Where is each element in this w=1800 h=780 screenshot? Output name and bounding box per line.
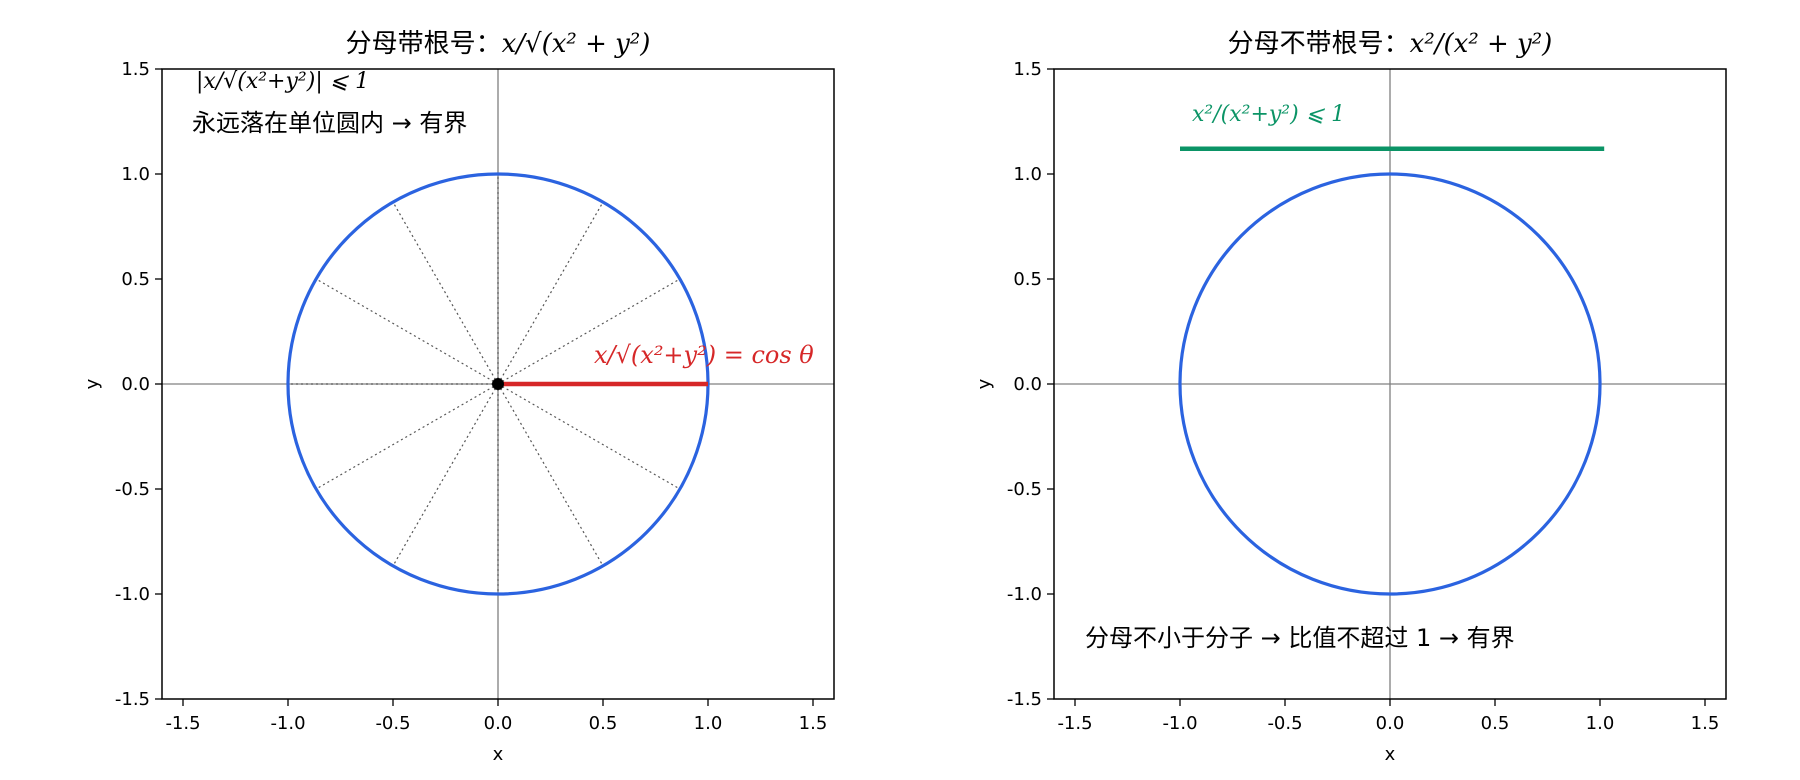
left-bound-text: 永远落在单位圆内 → 有界 (192, 109, 467, 137)
panel-right: 分母不带根号：x²/(x² + y²) x²/(x²+y²) ⩽ 1 分母不小于… (974, 29, 1727, 765)
right-ytick-label: 0.0 (1013, 374, 1042, 395)
left-ytick-label: -1.5 (115, 689, 150, 710)
left-xtick-label: 0.5 (589, 713, 618, 734)
left-xtick-label: -0.5 (375, 713, 410, 734)
right-ytick-label: -1.5 (1007, 689, 1042, 710)
left-xtick-label: 1.5 (799, 713, 828, 734)
left-xtick-label: -1.0 (270, 713, 305, 734)
left-spoke-150 (315, 278, 499, 385)
right-ylabel: y (974, 378, 995, 389)
right-ytick-label: -0.5 (1007, 479, 1042, 500)
left-ytick-label: 0.0 (121, 374, 150, 395)
left-xlabel: x (493, 744, 504, 765)
left-spoke-240 (392, 383, 499, 567)
left-ytick-label: 0.5 (121, 269, 150, 290)
left-ytick-label: 1.0 (121, 164, 150, 185)
left-xtick-label: 0.0 (484, 713, 513, 734)
right-bound-text: 分母不小于分子 → 比值不超过 1 → 有界 (1085, 624, 1515, 652)
right-ytick-label: -1.0 (1007, 584, 1042, 605)
right-xtick-label: 0.5 (1481, 713, 1510, 734)
right-ytick-label: 0.5 (1013, 269, 1042, 290)
left-xtick-label: -1.5 (165, 713, 200, 734)
left-ytick-label: -1.0 (115, 584, 150, 605)
left-spoke-30 (497, 278, 681, 385)
left-xtick-label: 1.0 (694, 713, 723, 734)
left-spoke-330 (497, 383, 681, 490)
left-spoke-60 (497, 201, 604, 385)
panel-left: 分母带根号：x/√(x² + y²) |x/√(x²+y²)| ⩽ 1 永远落在… (82, 29, 835, 765)
left-title: 分母带根号：x/√(x² + y²) (346, 29, 651, 59)
right-title: 分母不带根号：x²/(x² + y²) (1228, 29, 1553, 59)
right-ytick-label: 1.0 (1013, 164, 1042, 185)
right-plot-area (1054, 69, 1726, 699)
left-spoke-210 (315, 383, 499, 490)
right-xtick-label: -1.0 (1162, 713, 1197, 734)
left-plot-area (162, 69, 834, 699)
cos-theta-formula: x/√(x²+y²) = cos θ (594, 341, 814, 369)
right-xlabel: x (1385, 744, 1396, 765)
right-xtick-label: 0.0 (1376, 713, 1405, 734)
left-ytick-label: -0.5 (115, 479, 150, 500)
right-xtick-label: 1.5 (1691, 713, 1720, 734)
right-xtick-label: 1.0 (1586, 713, 1615, 734)
left-spoke-120 (392, 201, 499, 385)
right-xtick-label: -0.5 (1267, 713, 1302, 734)
right-xtick-label: -1.5 (1057, 713, 1092, 734)
right-ytick-label: 1.5 (1013, 59, 1042, 80)
left-spoke-300 (497, 383, 604, 567)
left-bound-formula: |x/√(x²+y²)| ⩽ 1 (196, 69, 369, 94)
left-ylabel: y (82, 378, 103, 389)
right-bound-formula: x²/(x²+y²) ⩽ 1 (1192, 102, 1345, 127)
left-origin-point (492, 378, 504, 390)
right-unit-circle (1178, 172, 1602, 596)
left-ytick-label: 1.5 (121, 59, 150, 80)
